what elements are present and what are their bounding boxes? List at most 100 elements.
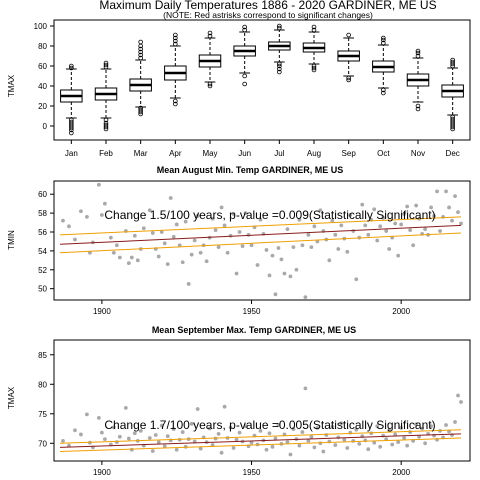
panel1-data-point (366, 233, 370, 237)
boxplot-x-tick-label: May (202, 149, 217, 158)
panel1-data-point (453, 194, 457, 198)
panel1-x-tick-label: 1950 (243, 307, 261, 316)
panel1-data-point (97, 183, 101, 187)
panel1-data-point (444, 189, 448, 193)
panel1-data-point (226, 251, 230, 255)
panel1-data-point (387, 247, 391, 251)
panel2-data-point (456, 394, 460, 398)
panel2-data-point (196, 407, 200, 411)
panel2-y-tick-label: 80 (38, 380, 47, 389)
panel2-data-point (214, 437, 218, 441)
panel1-data-point (384, 229, 388, 233)
panel1-data-point (172, 235, 176, 239)
panel2-data-point (333, 443, 337, 447)
panel1-data-point (265, 248, 269, 252)
panel1-data-point (411, 243, 415, 247)
panel1-data-point (61, 219, 65, 223)
boxplot-x-tick-label: Mar (134, 149, 148, 158)
panel1-data-point (181, 260, 185, 264)
panel1-data-point (214, 228, 218, 232)
panel2-data-point (318, 441, 322, 445)
boxplot-y-tick-label: 20 (38, 102, 47, 111)
panel1-data-point (450, 219, 454, 223)
panel2-data-point (157, 440, 161, 444)
panel1-data-point (396, 254, 400, 258)
panel2-data-point (342, 438, 346, 442)
boxplot-x-tick-label: Aug (307, 149, 321, 158)
boxplot-x-tick-label: Jul (274, 149, 284, 158)
box-outlier (243, 82, 247, 86)
panel1-data-point (187, 282, 191, 286)
panel1-data-point (100, 213, 104, 217)
panel1-data-point (133, 234, 137, 238)
boxplot-y-tick-label: 80 (38, 42, 47, 51)
panel1-data-point (268, 274, 272, 278)
boxplot-subtitle: (NOTE: Red astrisks correspond to signif… (163, 10, 373, 20)
panel2-data-point (453, 420, 457, 424)
boxplot-y-axis-label: TMAX (7, 74, 16, 97)
panel2-data-point (306, 439, 310, 443)
panel1-data-point (312, 224, 316, 228)
panel1-data-point (306, 233, 310, 237)
boxplot-x-tick-label: Jan (65, 149, 78, 158)
boxplot-x-tick-label: Nov (411, 149, 425, 158)
panel2-data-point (357, 442, 361, 446)
panel2-data-point (73, 428, 77, 432)
panel1-data-point (118, 256, 122, 260)
panel1-data-point (136, 258, 140, 262)
box-outlier (243, 74, 247, 78)
panel2-data-point (289, 453, 293, 457)
panel2-y-tick-label: 85 (38, 351, 47, 360)
panel2-data-point (405, 444, 409, 448)
boxplot-y-tick-label: 40 (38, 82, 47, 91)
panel1-data-point (303, 295, 307, 299)
panel1-y-tick-label: 54 (38, 247, 47, 256)
panel2-data-point (103, 437, 107, 441)
panel1-data-point (423, 227, 427, 231)
panel1-data-point (354, 277, 358, 281)
panel1-data-point (151, 231, 155, 235)
panel2-data-point (303, 387, 307, 391)
panel1-data-point (250, 243, 254, 247)
panel1-x-tick-label: 2000 (392, 307, 410, 316)
panel2-data-point (321, 450, 325, 454)
panel1-data-point (435, 189, 439, 193)
panel1-data-point (289, 274, 293, 278)
panel1-data-point (339, 223, 343, 227)
boxplot-x-tick-label: Oct (377, 149, 390, 158)
panel1-data-point (241, 244, 245, 248)
boxplot-y-tick-label: 100 (34, 22, 48, 31)
panel2-data-point (271, 445, 275, 449)
panel1-data-point (85, 215, 89, 219)
september-tmax-title: Mean September Max. Temp GARDINER, ME US (152, 325, 356, 335)
boxplot-y-tick-label: 60 (38, 62, 47, 71)
panel1-data-point (360, 203, 364, 207)
panel1-data-point (103, 202, 107, 206)
panel1-data-point (309, 245, 313, 249)
panel1-data-point (175, 223, 179, 227)
panel2-data-point (223, 405, 227, 409)
box-feb (95, 61, 116, 131)
panel2-x-tick-label: 2000 (392, 468, 410, 477)
box-jan (61, 64, 82, 135)
panel1-data-point (109, 236, 113, 240)
panel1-data-point (115, 243, 119, 247)
panel1-y-tick-label: 50 (38, 285, 47, 294)
boxplot-x-tick-label: Jun (238, 149, 251, 158)
panel1-x-tick-label: 1900 (93, 307, 111, 316)
panel1-data-point (447, 206, 451, 210)
panel1-data-point (67, 224, 71, 228)
panel2-data-point (85, 412, 89, 416)
box-dec (442, 58, 463, 131)
panel2-data-point (79, 433, 83, 437)
box-jun (234, 25, 255, 86)
panel1-trend-line (60, 225, 461, 244)
panel2-data-point (402, 436, 406, 440)
panel1-data-point (351, 229, 355, 233)
panel2-data-point (148, 436, 152, 440)
panel1-data-point (112, 251, 116, 255)
box-outlier (139, 40, 143, 44)
boxplot-x-tick-label: Feb (99, 149, 113, 158)
september-tmax-trend-annotation: Change 1.7/100 years, p-value =0.005(Sta… (104, 418, 435, 432)
